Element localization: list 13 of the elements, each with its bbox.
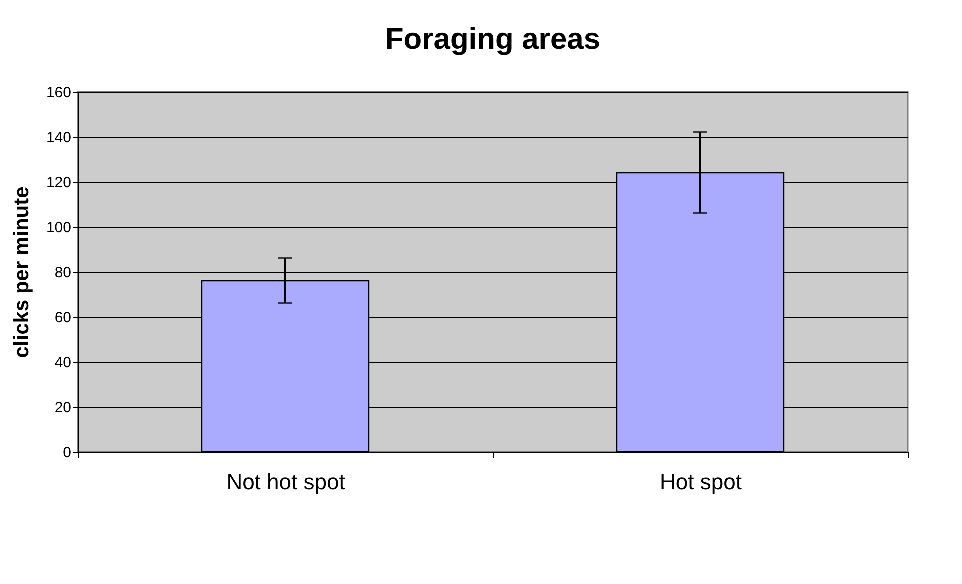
chart-title: Foraging areas bbox=[385, 23, 601, 56]
y-tick-label: 40 bbox=[54, 354, 72, 372]
y-tick-label: 0 bbox=[63, 444, 72, 462]
y-tick-label: 80 bbox=[54, 264, 72, 282]
y-tick-label: 140 bbox=[46, 130, 72, 146]
y-tick-label: 60 bbox=[54, 310, 72, 326]
y-axis-title: clicks per minute bbox=[10, 186, 34, 358]
y-tick-label: 160 bbox=[46, 84, 72, 102]
y-tick-label: 20 bbox=[54, 400, 72, 416]
x-tick-label: Not hot spot bbox=[226, 470, 346, 494]
y-tick-label: 120 bbox=[46, 174, 72, 192]
x-tick-label: Hot spot bbox=[660, 470, 742, 494]
y-tick-label: 100 bbox=[46, 220, 72, 236]
